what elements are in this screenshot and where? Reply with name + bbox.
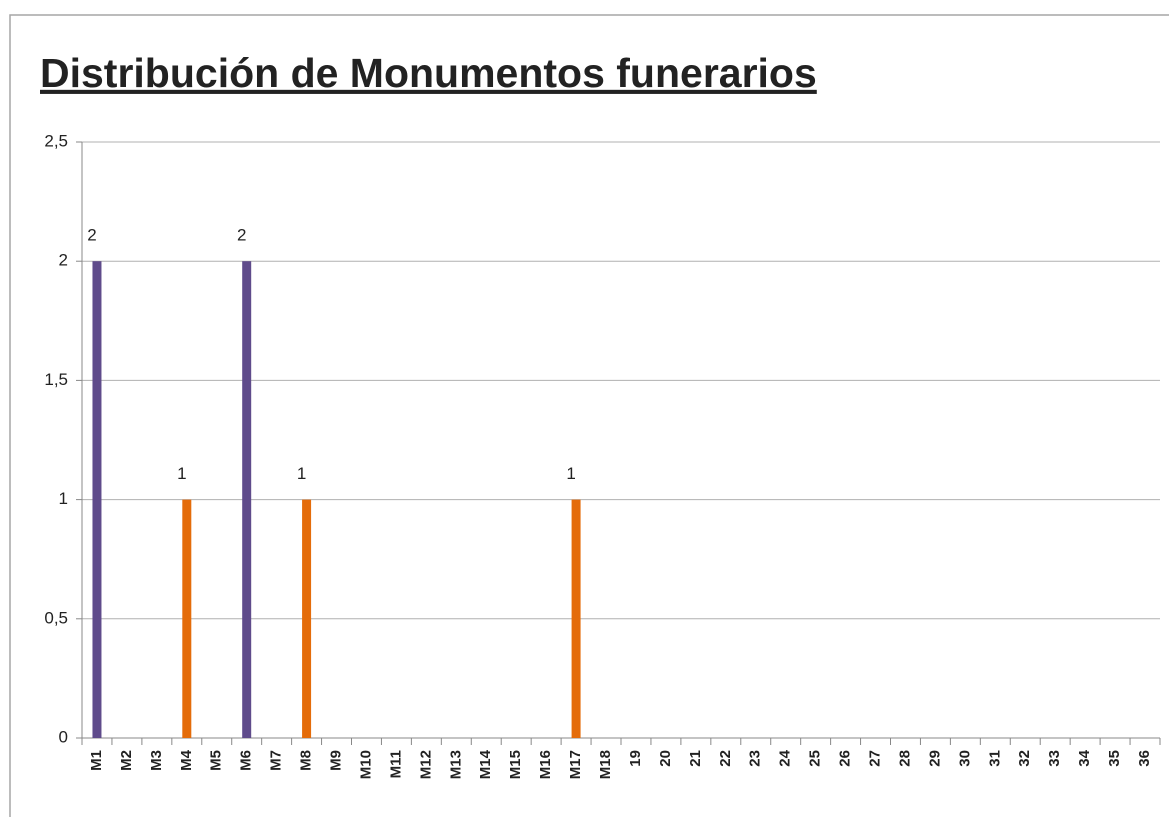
x-tick-label: 31: [986, 750, 1003, 767]
x-tick-label: 27: [866, 750, 883, 767]
x-tick-label: 26: [837, 750, 854, 767]
y-tick-label: 1: [59, 489, 68, 508]
bar: [302, 499, 312, 738]
bar: [92, 261, 102, 738]
x-tick-label: M12: [417, 750, 434, 779]
x-tick-label: 25: [807, 750, 824, 767]
bar: [182, 499, 192, 738]
chart-title: Distribución de Monumentos funerarios: [40, 50, 817, 96]
x-tick-label: M9: [327, 750, 344, 771]
data-label: 2: [87, 226, 96, 245]
x-tick-label: M13: [447, 750, 464, 779]
x-tick-label: M1: [88, 750, 105, 771]
x-tick-label: M4: [178, 749, 195, 770]
x-tick-label: M17: [567, 750, 584, 779]
x-tick-label: 35: [1106, 750, 1123, 767]
x-tick-label: M7: [268, 750, 285, 771]
data-label: 2: [237, 226, 246, 245]
bar: [571, 499, 581, 738]
x-tick-label: M18: [597, 750, 614, 779]
y-tick-label: 2: [59, 251, 68, 270]
data-label: 1: [177, 464, 186, 483]
x-tick-label: M10: [357, 750, 374, 779]
bar: [242, 261, 252, 738]
x-tick-label: 34: [1076, 749, 1093, 766]
x-tick-label: M14: [477, 749, 494, 779]
x-tick-label: 32: [1016, 750, 1033, 767]
x-tick-label: M11: [387, 750, 404, 778]
x-tick-label: M15: [507, 750, 524, 779]
x-tick-label: M6: [238, 750, 255, 771]
data-label: 1: [566, 464, 575, 483]
x-tick-label: M5: [208, 750, 225, 771]
x-tick-label: 19: [627, 750, 644, 767]
chart-frame: [9, 14, 1169, 817]
x-tick-label: 36: [1136, 750, 1153, 767]
y-tick-label: 2,5: [44, 131, 68, 150]
x-tick-label: M2: [118, 750, 135, 771]
x-tick-label: 24: [777, 749, 794, 766]
x-tick-label: M8: [298, 750, 315, 771]
y-tick-label: 0: [59, 727, 68, 746]
y-tick-label: 1,5: [44, 370, 68, 389]
x-tick-label: 20: [657, 750, 674, 767]
x-tick-label: 30: [956, 750, 973, 767]
x-tick-label: 33: [1046, 750, 1063, 767]
x-tick-label: M3: [148, 750, 165, 771]
x-tick-label: 29: [926, 750, 943, 767]
x-tick-label: 22: [717, 750, 734, 767]
x-tick-label: 23: [747, 750, 764, 767]
y-tick-label: 0,5: [44, 608, 68, 627]
x-tick-label: 28: [896, 750, 913, 767]
x-tick-label: M16: [537, 750, 554, 779]
x-tick-label: 21: [687, 750, 704, 767]
data-label: 1: [297, 464, 306, 483]
